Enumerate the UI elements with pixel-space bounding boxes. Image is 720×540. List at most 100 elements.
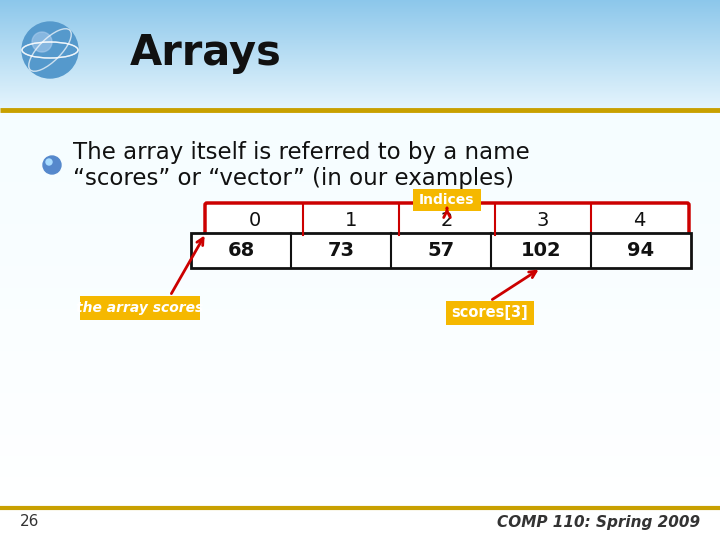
Bar: [0, 122, 720, 123]
Bar: [0, 454, 720, 455]
Bar: [0, 35, 720, 36]
Bar: [0, 153, 720, 154]
Bar: [0, 138, 720, 139]
Bar: [0, 104, 720, 105]
Bar: [0, 464, 720, 465]
Bar: [0, 10, 720, 11]
Bar: [0, 345, 720, 346]
Bar: [0, 47, 720, 48]
Bar: [0, 409, 720, 410]
Bar: [0, 503, 720, 504]
Bar: [0, 217, 720, 218]
Bar: [0, 280, 720, 281]
Bar: [0, 57, 720, 58]
Bar: [0, 336, 720, 337]
Bar: [0, 413, 720, 414]
Bar: [0, 87, 720, 88]
Bar: [0, 510, 720, 511]
Bar: [0, 362, 720, 363]
Bar: [0, 52, 720, 53]
Bar: [0, 256, 720, 257]
Bar: [0, 335, 720, 336]
Bar: [0, 502, 720, 503]
Bar: [0, 452, 720, 453]
Bar: [0, 326, 720, 327]
Bar: [0, 205, 720, 206]
Text: 73: 73: [328, 241, 354, 260]
Bar: [0, 295, 720, 296]
Bar: [0, 12, 720, 13]
Bar: [0, 143, 720, 144]
Bar: [0, 142, 720, 143]
Bar: [0, 469, 720, 470]
Bar: [0, 0, 720, 1]
Bar: [0, 308, 720, 309]
Bar: [0, 6, 720, 7]
Bar: [0, 512, 720, 513]
Bar: [0, 117, 720, 118]
Bar: [0, 525, 720, 526]
Bar: [0, 348, 720, 349]
Bar: [0, 422, 720, 423]
Bar: [0, 236, 720, 237]
Bar: [0, 372, 720, 373]
Bar: [0, 207, 720, 208]
Bar: [0, 363, 720, 364]
Bar: [0, 364, 720, 365]
Bar: [0, 215, 720, 216]
Bar: [0, 421, 720, 422]
Bar: [0, 161, 720, 162]
Bar: [0, 234, 720, 235]
Bar: [0, 77, 720, 78]
Bar: [0, 329, 720, 330]
Bar: [0, 224, 720, 225]
Bar: [0, 16, 720, 17]
Bar: [0, 289, 720, 290]
Bar: [0, 135, 720, 136]
Bar: [0, 391, 720, 392]
Bar: [0, 133, 720, 134]
Bar: [0, 342, 720, 343]
Bar: [0, 405, 720, 406]
Bar: [0, 439, 720, 440]
Bar: [0, 36, 720, 37]
Bar: [0, 82, 720, 83]
Bar: [0, 453, 720, 454]
Bar: [0, 163, 720, 164]
Bar: [0, 252, 720, 253]
Bar: [0, 426, 720, 427]
Bar: [0, 449, 720, 450]
Bar: [0, 532, 720, 533]
Bar: [0, 17, 720, 18]
Bar: [0, 407, 720, 408]
Bar: [0, 529, 720, 530]
Bar: [0, 284, 720, 285]
Bar: [0, 349, 720, 350]
Bar: [0, 259, 720, 260]
Bar: [0, 101, 720, 102]
Bar: [0, 497, 720, 498]
Circle shape: [32, 32, 52, 52]
Bar: [0, 434, 720, 435]
Bar: [0, 184, 720, 185]
Bar: [0, 129, 720, 130]
Bar: [0, 182, 720, 183]
Text: COMP 110: Spring 2009: COMP 110: Spring 2009: [497, 515, 700, 530]
Bar: [0, 338, 720, 339]
Bar: [0, 286, 720, 287]
Bar: [0, 375, 720, 376]
Bar: [0, 64, 720, 65]
Bar: [0, 21, 720, 22]
Bar: [0, 132, 720, 133]
Bar: [0, 411, 720, 412]
Bar: [0, 230, 720, 231]
Bar: [0, 144, 720, 145]
Bar: [0, 414, 720, 415]
Bar: [0, 65, 720, 66]
Bar: [0, 174, 720, 175]
Bar: [0, 451, 720, 452]
Bar: [0, 365, 720, 366]
Text: 57: 57: [428, 241, 454, 260]
Bar: [0, 459, 720, 460]
Bar: [0, 353, 720, 354]
